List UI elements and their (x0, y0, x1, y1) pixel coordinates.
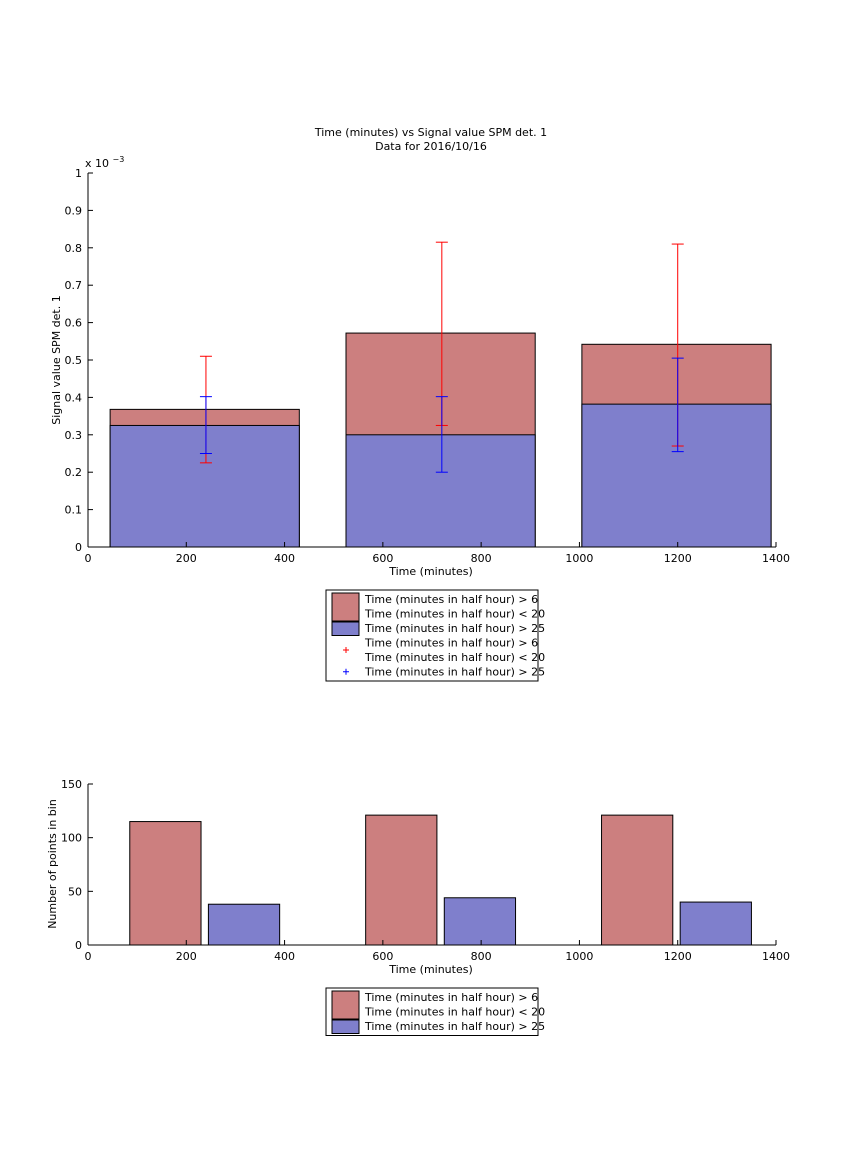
y-tick-label: 0.3 (65, 429, 83, 442)
x-tick-label: 600 (372, 552, 393, 565)
chart-points-per-bin: 0 200 400 600 800 1000 1200 1400 0 50 100 150 Time … (46, 778, 790, 1036)
y-tick-label: 0.8 (65, 242, 83, 255)
x-tick-label: 200 (176, 552, 197, 565)
y-tick-label: 0.4 (65, 391, 83, 404)
y-tick-label: 0.7 (65, 279, 83, 292)
legend-label: Time (minutes in half hour) > 25 (364, 1020, 545, 1033)
bar-blue (345, 434, 536, 548)
legend-label: Time (minutes in half hour) > 25 (364, 666, 545, 679)
bar-blue (581, 403, 772, 548)
x-tick-label: 800 (471, 552, 492, 565)
bar-blue (443, 897, 517, 946)
x-tick-label: 1400 (762, 552, 790, 565)
chart-title: Time (minutes) vs Signal value SPM det. … (314, 126, 547, 139)
bar-blue (679, 901, 752, 946)
legend-label: Time (minutes in half hour) > 6 (364, 637, 538, 650)
bar-red (365, 814, 438, 946)
legend: Time (minutes in half hour) > 6 Time (min… (325, 987, 545, 1036)
legend-box (325, 987, 539, 1036)
error-bars (199, 241, 684, 473)
x-tick-label: 1000 (565, 552, 593, 565)
x-tick-label: 400 (274, 950, 295, 963)
y-tick-label: 1 (75, 167, 82, 180)
x-tick-label: 1400 (762, 950, 790, 963)
y-tick-label: 150 (61, 778, 82, 791)
y-axis-label: Number of points in bin (46, 799, 59, 929)
y-tick-label: 0 (75, 939, 82, 952)
bar-blue (109, 424, 300, 548)
y-tick-label: 0.5 (65, 354, 83, 367)
x-tick-label: 1200 (664, 552, 692, 565)
y-tick-label: 0.1 (65, 504, 83, 517)
x-tick-label: 800 (471, 950, 492, 963)
x-tick-label: 600 (372, 950, 393, 963)
y-multiplier-base: x 10 (85, 157, 109, 170)
x-axis-label: Time (minutes) (388, 963, 473, 976)
bar-red (129, 821, 202, 946)
legend-label: Time (minutes in half hour) > 6 (364, 593, 538, 606)
y-axis-label: Signal value SPM det. 1 (50, 295, 63, 425)
y-multiplier: x 10 −3 (85, 155, 124, 170)
x-axis-label: Time (minutes) (388, 565, 473, 578)
y-tick-label: 50 (68, 885, 82, 898)
legend-label: Time (minutes in half hour) < 20 (364, 1006, 545, 1019)
axes: 0 200 400 600 800 1000 1200 1400 0 0.1 0.2 0.3 0.4 0.… (65, 167, 791, 565)
legend-box (325, 589, 539, 682)
x-tick-label: 1000 (565, 950, 593, 963)
x-tick-label: 0 (85, 950, 92, 963)
legend-swatch-red (331, 990, 360, 1020)
chart-subtitle: Data for 2016/10/16 (375, 140, 487, 153)
x-tick-label: 200 (176, 950, 197, 963)
legend-label: Time (minutes in half hour) > 6 (364, 991, 538, 1004)
bar-red (601, 814, 674, 946)
legend-label: Time (minutes in half hour) < 20 (364, 608, 545, 621)
legend-label: Time (minutes in half hour) > 25 (364, 622, 545, 635)
x-tick-label: 400 (274, 552, 295, 565)
legend-swatch-red (331, 592, 360, 622)
bars (129, 814, 752, 946)
y-tick-label: 0.2 (65, 466, 83, 479)
legend-swatch-blue (331, 621, 360, 636)
bar-blue (207, 903, 281, 946)
chart-signal-vs-time: Time (minutes) vs Signal value SPM det. … (50, 126, 791, 682)
legend-label: Time (minutes in half hour) < 20 (364, 651, 545, 664)
y-tick-label: 0.6 (65, 317, 83, 330)
legend-swatch-blue (331, 1019, 360, 1034)
y-tick-label: 100 (61, 832, 82, 845)
x-tick-label: 0 (85, 552, 92, 565)
y-multiplier-exponent: −3 (113, 155, 125, 164)
y-tick-label: 0.9 (65, 204, 83, 217)
axes: 0 200 400 600 800 1000 1200 1400 0 50 100 150 (61, 778, 790, 963)
x-tick-label: 1200 (664, 950, 692, 963)
bars (109, 332, 772, 548)
y-tick-label: 0 (75, 541, 82, 554)
